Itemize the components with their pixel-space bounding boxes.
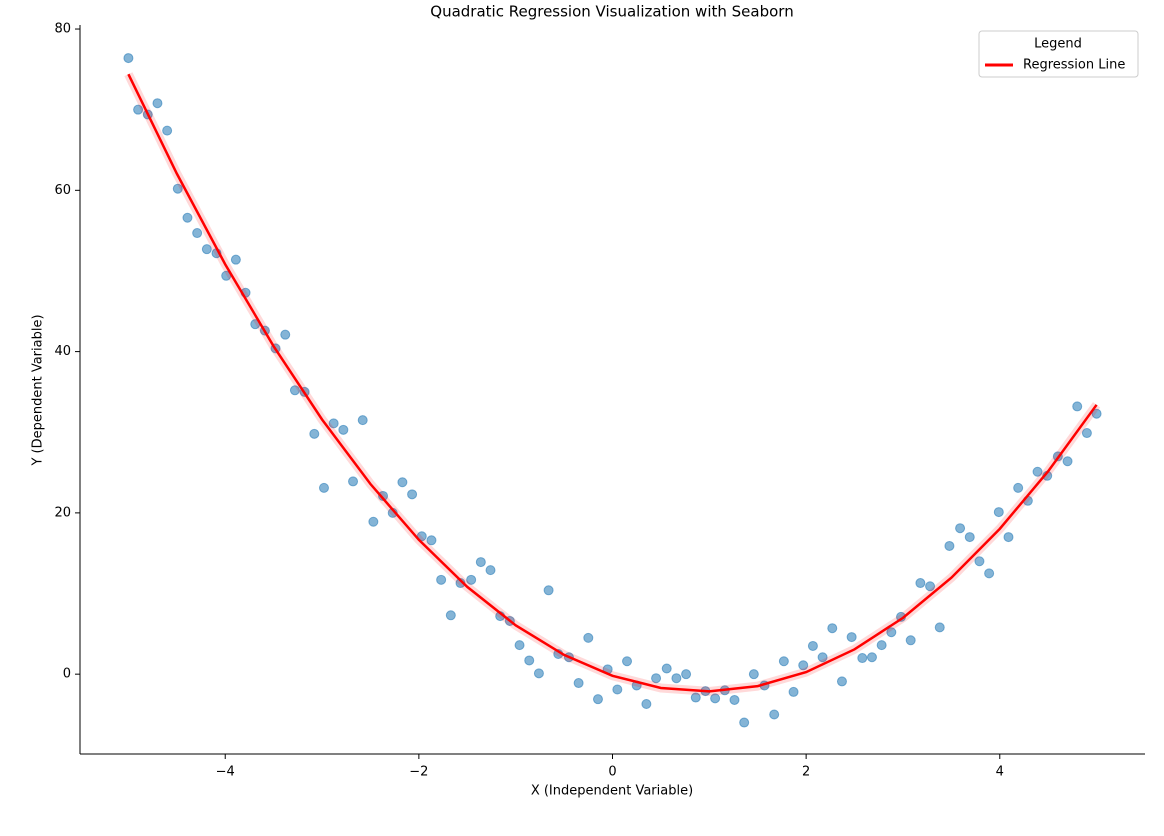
scatter-point [739,717,750,728]
scatter-point [397,477,408,488]
scatter-point [1091,408,1102,419]
scatter-point [309,428,320,439]
scatter-point [836,676,847,687]
legend-title: Legend [1034,37,1082,52]
scatter-point [905,635,916,646]
scatter-point [543,585,554,596]
y-tick-label: 80 [54,22,71,37]
scatter-point [866,652,877,663]
scatter-point [1072,401,1083,412]
scatter-point [915,578,926,589]
scatter-point [622,656,633,667]
scatter-point [583,632,594,643]
scatter-point [328,418,339,429]
scatter-point [280,329,291,340]
scatter-point [886,627,897,638]
scatter-point [338,424,349,435]
scatter-point [778,656,789,667]
scatter-point [592,694,603,705]
scatter-point [436,574,447,585]
x-tick-label: 2 [802,765,810,780]
scatter-point [162,125,173,136]
scatter-point [230,254,241,265]
scatter-point [289,385,300,396]
scatter-point [769,709,780,720]
scatter-point [955,523,966,534]
scatter-point [671,673,682,684]
scatter-point [934,622,945,633]
scatter-point [710,693,721,704]
scatter-point [368,516,379,527]
scatter-point [846,632,857,643]
y-tick-label: 20 [54,505,71,520]
scatter-point [533,668,544,679]
chart-title: Quadratic Regression Visualization with … [430,3,793,21]
x-axis-label: X (Independent Variable) [531,784,693,799]
legend-label: Regression Line [1023,58,1125,73]
confidence-band [124,72,1101,696]
scatter-point [651,673,662,684]
scatter-point [925,581,936,592]
scatter-point [681,669,692,680]
scatter-point [1081,428,1092,439]
scatter-point [857,653,868,664]
scatter-point [807,640,818,651]
scatter-point [964,532,975,543]
scatter-point [974,556,985,567]
x-tick-label: 4 [996,765,1004,780]
scatter-point [748,669,759,680]
scatter-point [426,535,437,546]
y-tick-label: 0 [63,667,71,682]
scatter-point [445,610,456,621]
scatter-point [466,574,477,585]
scatter-point [1032,466,1043,477]
scatter-point [201,244,212,255]
scatter-point [192,228,203,239]
scatter-point [573,678,584,689]
scatter-point [641,699,652,710]
scatter-point [475,557,486,568]
scatter-point [1003,532,1014,543]
legend: Legend Regression Line [978,30,1139,78]
scatter-point [944,540,955,551]
x-tick-label: −4 [216,765,235,780]
legend-box [978,30,1139,78]
scatter-point [514,640,525,651]
y-tick-label: 40 [54,344,71,359]
scatter-point [612,684,623,695]
scatter-point [348,476,359,487]
scatter-point [172,183,183,194]
scatter-point [378,490,389,501]
scatter-point [407,489,418,500]
scatter-point [984,568,995,579]
scatter-point [788,686,799,697]
scatter-point [133,104,144,115]
scatter-point [993,507,1004,518]
scatter-point [152,98,163,109]
scatter-point [817,652,828,663]
scatter-point [876,640,887,651]
scatter-point [827,623,838,634]
regression-line [127,73,1098,693]
x-tick-label: 0 [608,765,616,780]
scatter-point [1062,456,1073,467]
scatter-point [524,655,535,666]
y-tick-label: 60 [54,183,71,198]
scatter-point [1013,482,1024,493]
scatter-point [690,692,701,703]
scatter-point [182,212,193,223]
y-axis-label: Y (Dependent Variable) [31,314,46,466]
scatter-point [357,415,368,426]
scatter-point [123,53,134,64]
scatter-point [661,663,672,674]
scatter-point [729,694,740,705]
scatter-point [485,565,496,576]
scatter-point [318,482,329,493]
x-tick-label: −2 [409,765,428,780]
scatter-point [798,660,809,671]
